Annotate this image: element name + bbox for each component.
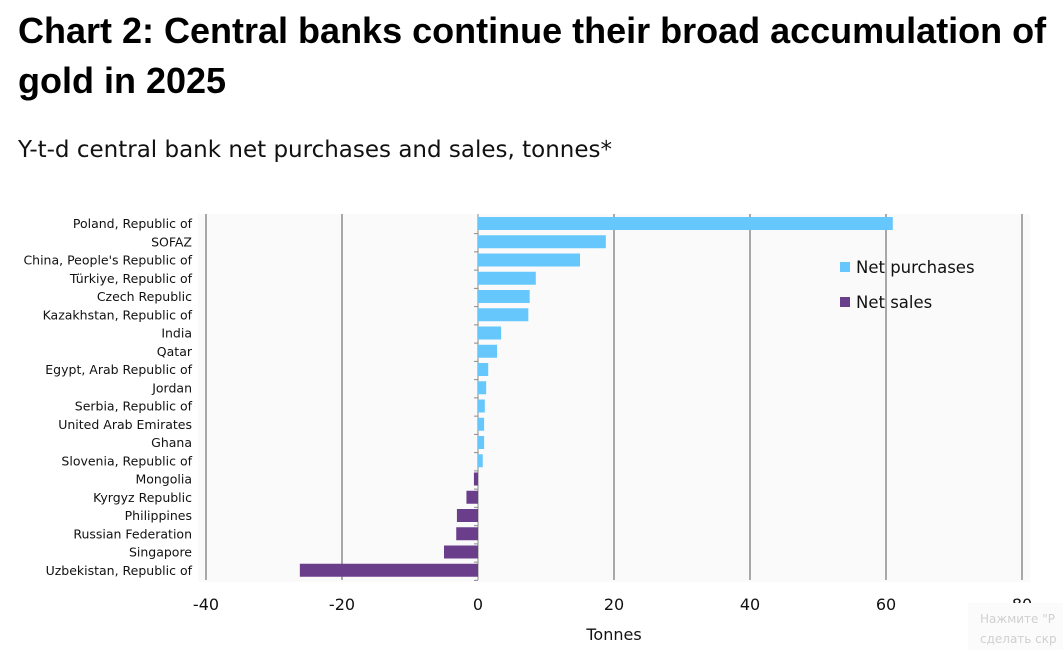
category-labels: Poland, Republic of SOFAZ China, People's … [23, 216, 192, 578]
bar [478, 417, 485, 431]
x-tick-label: 40 [740, 595, 760, 614]
bar [473, 472, 478, 486]
category-label: Singapore [129, 545, 192, 560]
category-label: Mongolia [135, 472, 192, 487]
category-label: Kazakhstan, Republic of [43, 307, 193, 322]
x-tick-label: 60 [876, 595, 896, 614]
bar [478, 235, 606, 249]
category-label: Jordan [151, 380, 192, 395]
bar [478, 253, 580, 267]
category-label: Serbia, Republic of [75, 399, 193, 414]
category-label: China, People's Republic of [23, 253, 192, 268]
gridlines [198, 214, 1030, 582]
category-label: Russian Federation [73, 526, 192, 541]
category-label: Ghana [151, 435, 192, 450]
bar [478, 326, 502, 340]
legend-label-net-sales: Net sales [856, 293, 932, 312]
chart-title: Chart 2: Central banks continue their br… [18, 10, 1047, 101]
x-tick-label: -40 [193, 595, 219, 614]
bar [478, 290, 530, 303]
category-label: Uzbekistan, Republic of [46, 563, 193, 578]
category-label: Türkiye, Republic of [69, 271, 193, 286]
bar [478, 344, 498, 358]
bar [466, 490, 478, 504]
legend: Net purchases Net sales [840, 258, 975, 312]
category-label: Slovenia, Republic of [61, 453, 192, 468]
category-label: Qatar [157, 344, 193, 359]
category-label: Poland, Republic of [73, 216, 193, 231]
legend-swatch-net-sales [840, 297, 850, 307]
category-label: SOFAZ [151, 234, 192, 249]
bars [299, 217, 893, 577]
category-label: India [161, 326, 192, 341]
bar [444, 545, 478, 559]
bar [478, 217, 893, 230]
category-label: Kyrgyz Republic [93, 490, 192, 505]
bar [299, 563, 478, 577]
legend-swatch-net-purchases [840, 262, 850, 272]
x-tick-label: 0 [473, 595, 483, 614]
screenshot-hint-line-1: Нажмите "Р [980, 612, 1055, 626]
bar [478, 308, 529, 322]
chart-subtitle: Y-t-d central bank net purchases and sal… [18, 137, 613, 163]
bar [478, 454, 483, 468]
category-label: Philippines [125, 508, 192, 523]
screenshot-hint-line-2: сделать скр [980, 632, 1057, 646]
screenshot-hint-overlay [968, 603, 1063, 650]
bar [478, 381, 487, 395]
bar [478, 399, 485, 413]
x-axis-title: Tonnes [585, 625, 641, 644]
category-label: United Arab Emirates [58, 417, 192, 432]
x-tick-label: -20 [329, 595, 355, 614]
legend-label-net-purchases: Net purchases [856, 258, 975, 277]
category-label: Czech Republic [97, 289, 192, 304]
bar [456, 509, 478, 522]
bar [456, 527, 478, 541]
x-tick-label: 20 [604, 595, 624, 614]
bar [478, 363, 489, 376]
category-label: Egypt, Arab Republic of [45, 362, 192, 377]
bar [478, 271, 536, 285]
bar [478, 436, 485, 449]
x-tick-labels: -40-20020406080 [193, 595, 1032, 614]
